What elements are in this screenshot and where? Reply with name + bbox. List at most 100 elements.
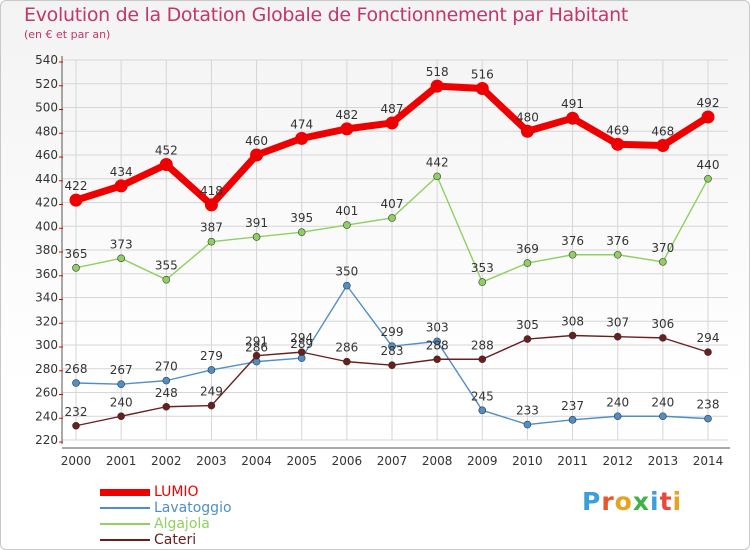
data-point-lavatoggio: [433, 337, 441, 346]
data-point-cateri: [568, 331, 577, 340]
data-point-algajola: [613, 250, 622, 259]
data-point-lumio: [340, 122, 354, 136]
data-point-lavatoggio: [72, 379, 80, 387]
data-point-cateri: [704, 348, 712, 356]
data-label-cateri: 306: [651, 317, 674, 331]
data-label-lumio: 480: [516, 110, 539, 124]
data-label-algajola: 369: [516, 242, 539, 256]
data-label-lavatoggio: 233: [516, 404, 539, 418]
data-point-cateri: [117, 412, 125, 421]
data-label-algajola: 391: [245, 216, 268, 230]
data-point-cateri: [523, 335, 532, 343]
data-label-cateri: 294: [697, 331, 720, 345]
data-point-lumio: [69, 193, 83, 207]
data-point-algajola: [343, 221, 351, 229]
data-point-lavatoggio: [523, 420, 532, 429]
data-point-lavatoggio: [568, 416, 577, 424]
y-tick-label: 540: [35, 53, 58, 67]
data-label-lavatoggio: 350: [335, 265, 358, 279]
legend-label: Lavatoggio: [154, 500, 232, 516]
x-tick-label: 2002: [151, 454, 182, 468]
data-point-cateri: [659, 334, 667, 342]
data-label-cateri: 308: [561, 315, 584, 329]
x-tick-label: 2001: [106, 454, 137, 468]
data-label-lumio: 434: [110, 165, 133, 179]
data-label-algajola: 365: [65, 247, 88, 261]
y-tick-label: 360: [35, 267, 58, 281]
data-label-cateri: 249: [200, 385, 223, 399]
y-tick-label: 280: [35, 362, 58, 376]
data-point-cateri: [72, 421, 80, 430]
data-point-lavatoggio: [117, 380, 125, 388]
data-label-lumio: 468: [651, 125, 674, 139]
legend-label: Cateri: [154, 532, 197, 548]
data-point-lumio: [159, 158, 173, 171]
data-point-lumio: [295, 131, 309, 145]
y-tick-label: 400: [35, 219, 58, 233]
data-point-lavatoggio: [343, 281, 351, 290]
y-tick-label: 340: [35, 291, 58, 305]
x-tick-label: 2003: [196, 454, 227, 468]
data-point-lumio: [701, 110, 715, 124]
data-label-lumio: 516: [471, 68, 494, 82]
legend-swatch: [100, 489, 150, 496]
data-label-cateri: 288: [471, 338, 494, 352]
data-point-algajola: [252, 233, 261, 241]
y-tick-labels: 220 240 260 280 300 320 340 360 380 400 420 440 460 4…: [35, 53, 58, 447]
y-tick-label: 480: [35, 124, 58, 138]
data-label-cateri: 283: [381, 344, 404, 358]
data-label-lavatoggio: 270: [155, 360, 178, 374]
data-point-cateri: [207, 401, 216, 410]
data-labels: 268 267 270 279 286 289 350 299 303 245 233 237 240 2…: [65, 65, 720, 419]
legend-swatch: [100, 539, 150, 541]
data-label-lavatoggio: 240: [606, 395, 629, 409]
data-label-lavatoggio: 299: [381, 325, 404, 339]
data-label-cateri: 291: [245, 335, 268, 349]
data-point-algajola: [297, 228, 306, 236]
y-tick-label: 220: [35, 433, 58, 447]
x-tick-label: 2005: [286, 454, 317, 468]
brand-logo: Proxiti: [582, 487, 683, 516]
data-point-lavatoggio: [388, 342, 396, 350]
data-label-algajola: 373: [110, 237, 133, 251]
data-point-lumio: [430, 79, 444, 93]
data-label-algajola: 387: [200, 221, 223, 235]
legend-swatch: [100, 507, 150, 509]
data-point-algajola: [523, 259, 532, 267]
data-label-cateri: 307: [606, 316, 629, 330]
data-label-lumio: 418: [200, 184, 223, 198]
data-label-cateri: 288: [426, 338, 449, 352]
data-point-algajola: [162, 275, 171, 284]
data-label-cateri: 294: [290, 331, 313, 345]
data-point-cateri: [162, 402, 171, 411]
data-label-algajola: 355: [155, 259, 178, 273]
data-point-lumio: [385, 116, 399, 130]
data-label-lumio: 518: [426, 65, 449, 79]
data-point-cateri: [613, 332, 622, 341]
data-point-cateri: [343, 357, 351, 366]
x-tick-label: 2012: [602, 454, 633, 468]
x-tick-label: 2008: [422, 454, 453, 468]
data-label-lumio: 474: [290, 117, 313, 131]
data-point-algajola: [388, 214, 396, 222]
y-tick-label: 420: [35, 196, 58, 210]
data-label-lavatoggio: 238: [697, 398, 720, 412]
y-tick-label: 260: [35, 386, 58, 400]
data-label-lavatoggio: 268: [65, 362, 88, 376]
y-tick-label: 300: [35, 338, 58, 352]
data-label-algajola: 401: [335, 204, 358, 218]
data-point-cateri: [252, 351, 261, 360]
data-label-cateri: 305: [516, 318, 539, 332]
data-point-algajola: [117, 254, 125, 263]
data-label-algajola: 376: [561, 234, 584, 248]
data-point-lavatoggio: [478, 406, 487, 415]
y-tick-label: 440: [35, 172, 58, 186]
y-tick-label: 240: [35, 409, 58, 423]
data-label-lavatoggio: 303: [426, 320, 449, 334]
x-tick-label: 2007: [377, 454, 408, 468]
data-label-algajola: 440: [697, 158, 720, 172]
x-tick-label: 2013: [648, 454, 679, 468]
y-tick-label: 500: [35, 101, 58, 115]
data-label-cateri: 240: [110, 395, 133, 409]
